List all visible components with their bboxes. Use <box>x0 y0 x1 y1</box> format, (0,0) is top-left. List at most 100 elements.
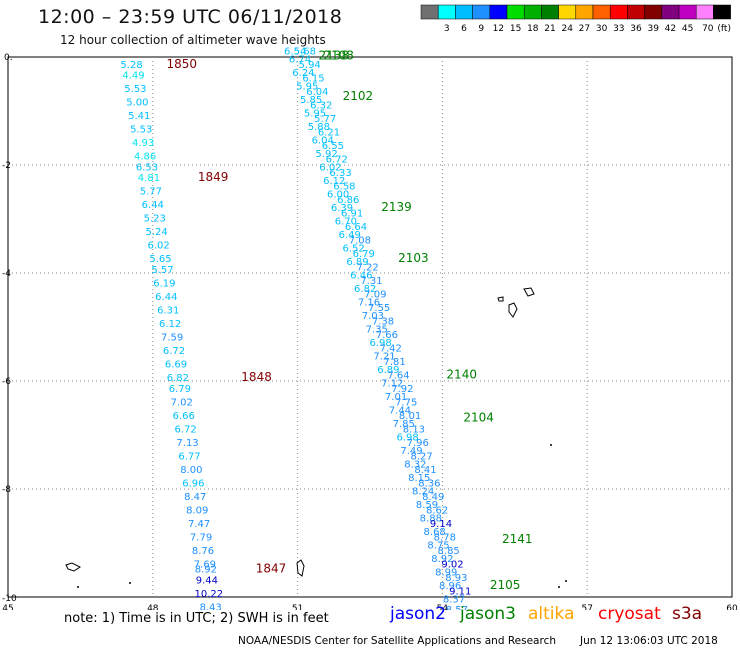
wave-height-label: 8.24 <box>412 486 434 497</box>
wave-height-label: 7.01 <box>385 392 407 403</box>
wave-height-label: 5.95 <box>304 108 326 119</box>
wave-height-label: 7.64 <box>387 370 409 381</box>
wave-height-label: 7.31 <box>360 276 382 287</box>
wave-height-label: 5.68 <box>294 46 316 57</box>
wave-height-label: 5.28 <box>120 60 142 71</box>
wave-height-label: 7.35 <box>366 324 388 335</box>
wave-height-label: 8.43 <box>200 603 222 611</box>
island-outline <box>296 559 305 577</box>
wave-height-label: 7.85 <box>393 419 415 430</box>
wave-height-label: 6.98 <box>397 432 419 443</box>
wave-height-label: 8.01 <box>399 411 421 422</box>
wave-height-label: 6.79 <box>169 384 191 395</box>
wave-height-label: 5.00 <box>126 98 148 109</box>
wave-height-label: 6.89 <box>346 257 368 268</box>
wave-height-label: 6.72 <box>326 154 348 165</box>
wave-height-label: 6.52 <box>342 243 364 254</box>
wave-height-label: 8.75 <box>427 540 449 551</box>
y-tick-label: -6 <box>2 377 11 387</box>
wave-height-label: 6.66 <box>173 411 195 422</box>
legend-label: 33 <box>613 24 624 34</box>
wave-height-label: 7.69 <box>194 559 216 570</box>
wave-height-label: 7.44 <box>389 405 411 416</box>
wave-height-label: 6.53 <box>136 162 158 173</box>
wave-height-label: 7.21 <box>373 351 395 362</box>
wave-height-label: 6.44 <box>142 200 164 211</box>
y-tick-label: -10 <box>2 594 17 604</box>
wave-height-label: 7.92 <box>391 384 413 395</box>
wave-height-label: 6.04 <box>312 135 334 146</box>
footer-credit: NOAA/NESDIS Center for Satellite Applica… <box>238 635 556 647</box>
page-subtitle: 12 hour collection of altimeter wave hei… <box>60 33 326 47</box>
wave-height-label: 8.09 <box>186 505 208 516</box>
x-tick-label: 48 <box>147 604 159 610</box>
wave-height-label: 8.85 <box>438 546 460 557</box>
wave-height-label: 6.79 <box>353 249 375 260</box>
wave-height-label: 5.94 <box>299 60 321 71</box>
wave-height-label: 6.70 <box>335 216 357 227</box>
y-tick-label: -4 <box>2 269 11 279</box>
x-tick-label: 54 <box>437 604 449 610</box>
wave-height-label: 9.14 <box>430 519 452 530</box>
wave-height-label: 8.76 <box>192 546 214 557</box>
wave-height-label: 7.16 <box>358 297 380 308</box>
wave-height-label: 5.77 <box>140 187 162 198</box>
legend-label: 42 <box>665 24 676 34</box>
wave-height-label: 7.59 <box>161 333 183 344</box>
wave-height-label: 6.49 <box>339 230 361 241</box>
pass-time-label: 1850 <box>166 57 197 71</box>
island-outline <box>523 287 535 297</box>
x-tick-label: 45 <box>2 604 13 610</box>
wave-height-label: 6.72 <box>174 424 196 435</box>
legend-label: 9 <box>478 24 484 34</box>
pass-time-label: 2139 <box>381 200 412 214</box>
wave-height-label: 5.85 <box>300 95 322 106</box>
wave-height-label: 8.78 <box>434 532 456 543</box>
wave-height-label: 6.58 <box>333 181 355 192</box>
wave-height-label: 6.02 <box>147 241 169 252</box>
wave-height-label: 9.02 <box>441 559 463 570</box>
pass-time-label: 1848 <box>241 370 272 384</box>
legend-label: 18 <box>527 24 539 34</box>
units-note: note: 1) Time is in UTC; 2) SWH is in fe… <box>64 611 329 626</box>
wave-height-label: 8.92 <box>195 565 217 576</box>
wave-height-label: 8.99 <box>435 567 457 578</box>
legend-label: 12 <box>493 24 504 34</box>
wave-height-label: 4.93 <box>132 138 154 149</box>
pass-time-label: 2138 <box>319 49 350 63</box>
wave-height-label: 5.88 <box>308 122 330 133</box>
legend-unit: (ft) <box>717 24 731 34</box>
wave-height-label: 8.62 <box>426 505 448 516</box>
satellite-jason3: jason3 <box>460 604 516 624</box>
wave-height-label: 8.00 <box>180 465 202 476</box>
wave-height-label: 7.79 <box>190 532 212 543</box>
wave-height-label: 6.44 <box>155 292 177 303</box>
wave-height-label: 6.54 <box>284 46 306 57</box>
wave-height-label: 5.23 <box>144 214 166 225</box>
legend-label: 21 <box>544 24 555 34</box>
wave-height-label: 8.36 <box>418 478 440 489</box>
wave-height-label: 5.77 <box>314 114 336 125</box>
wave-height-label: 8.37 <box>443 594 465 605</box>
wave-height-label: 6.46 <box>350 270 372 281</box>
wave-height-label: 7.66 <box>376 330 398 341</box>
legend-label: 24 <box>561 24 573 34</box>
wave-height-label: 8.59 <box>416 500 438 511</box>
pass-time-label: 2108 <box>323 49 354 63</box>
wave-height-label: 6.64 <box>345 222 367 233</box>
wave-height-label: 7.09 <box>364 289 386 300</box>
wave-height-label: 6.21 <box>318 127 340 138</box>
satellite-jason2: jason2 <box>390 604 446 624</box>
wave-height-label: 6.82 <box>167 373 189 384</box>
wave-height-label: 5.41 <box>128 111 150 122</box>
wave-height-label: 8.57 <box>446 605 468 610</box>
wave-height-label: 5.95 <box>296 81 318 92</box>
wave-height-label: 8.96 <box>439 581 461 592</box>
wave-height-label: 7.47 <box>188 519 210 530</box>
wave-height-label: 8.49 <box>422 492 444 503</box>
wave-height-label: 7.02 <box>171 397 193 408</box>
wave-height-label: 6.02 <box>319 162 341 173</box>
wave-height-label: 10.22 <box>194 589 223 600</box>
x-tick-label: 57 <box>581 604 592 610</box>
wave-height-label: 8.68 <box>424 527 446 538</box>
